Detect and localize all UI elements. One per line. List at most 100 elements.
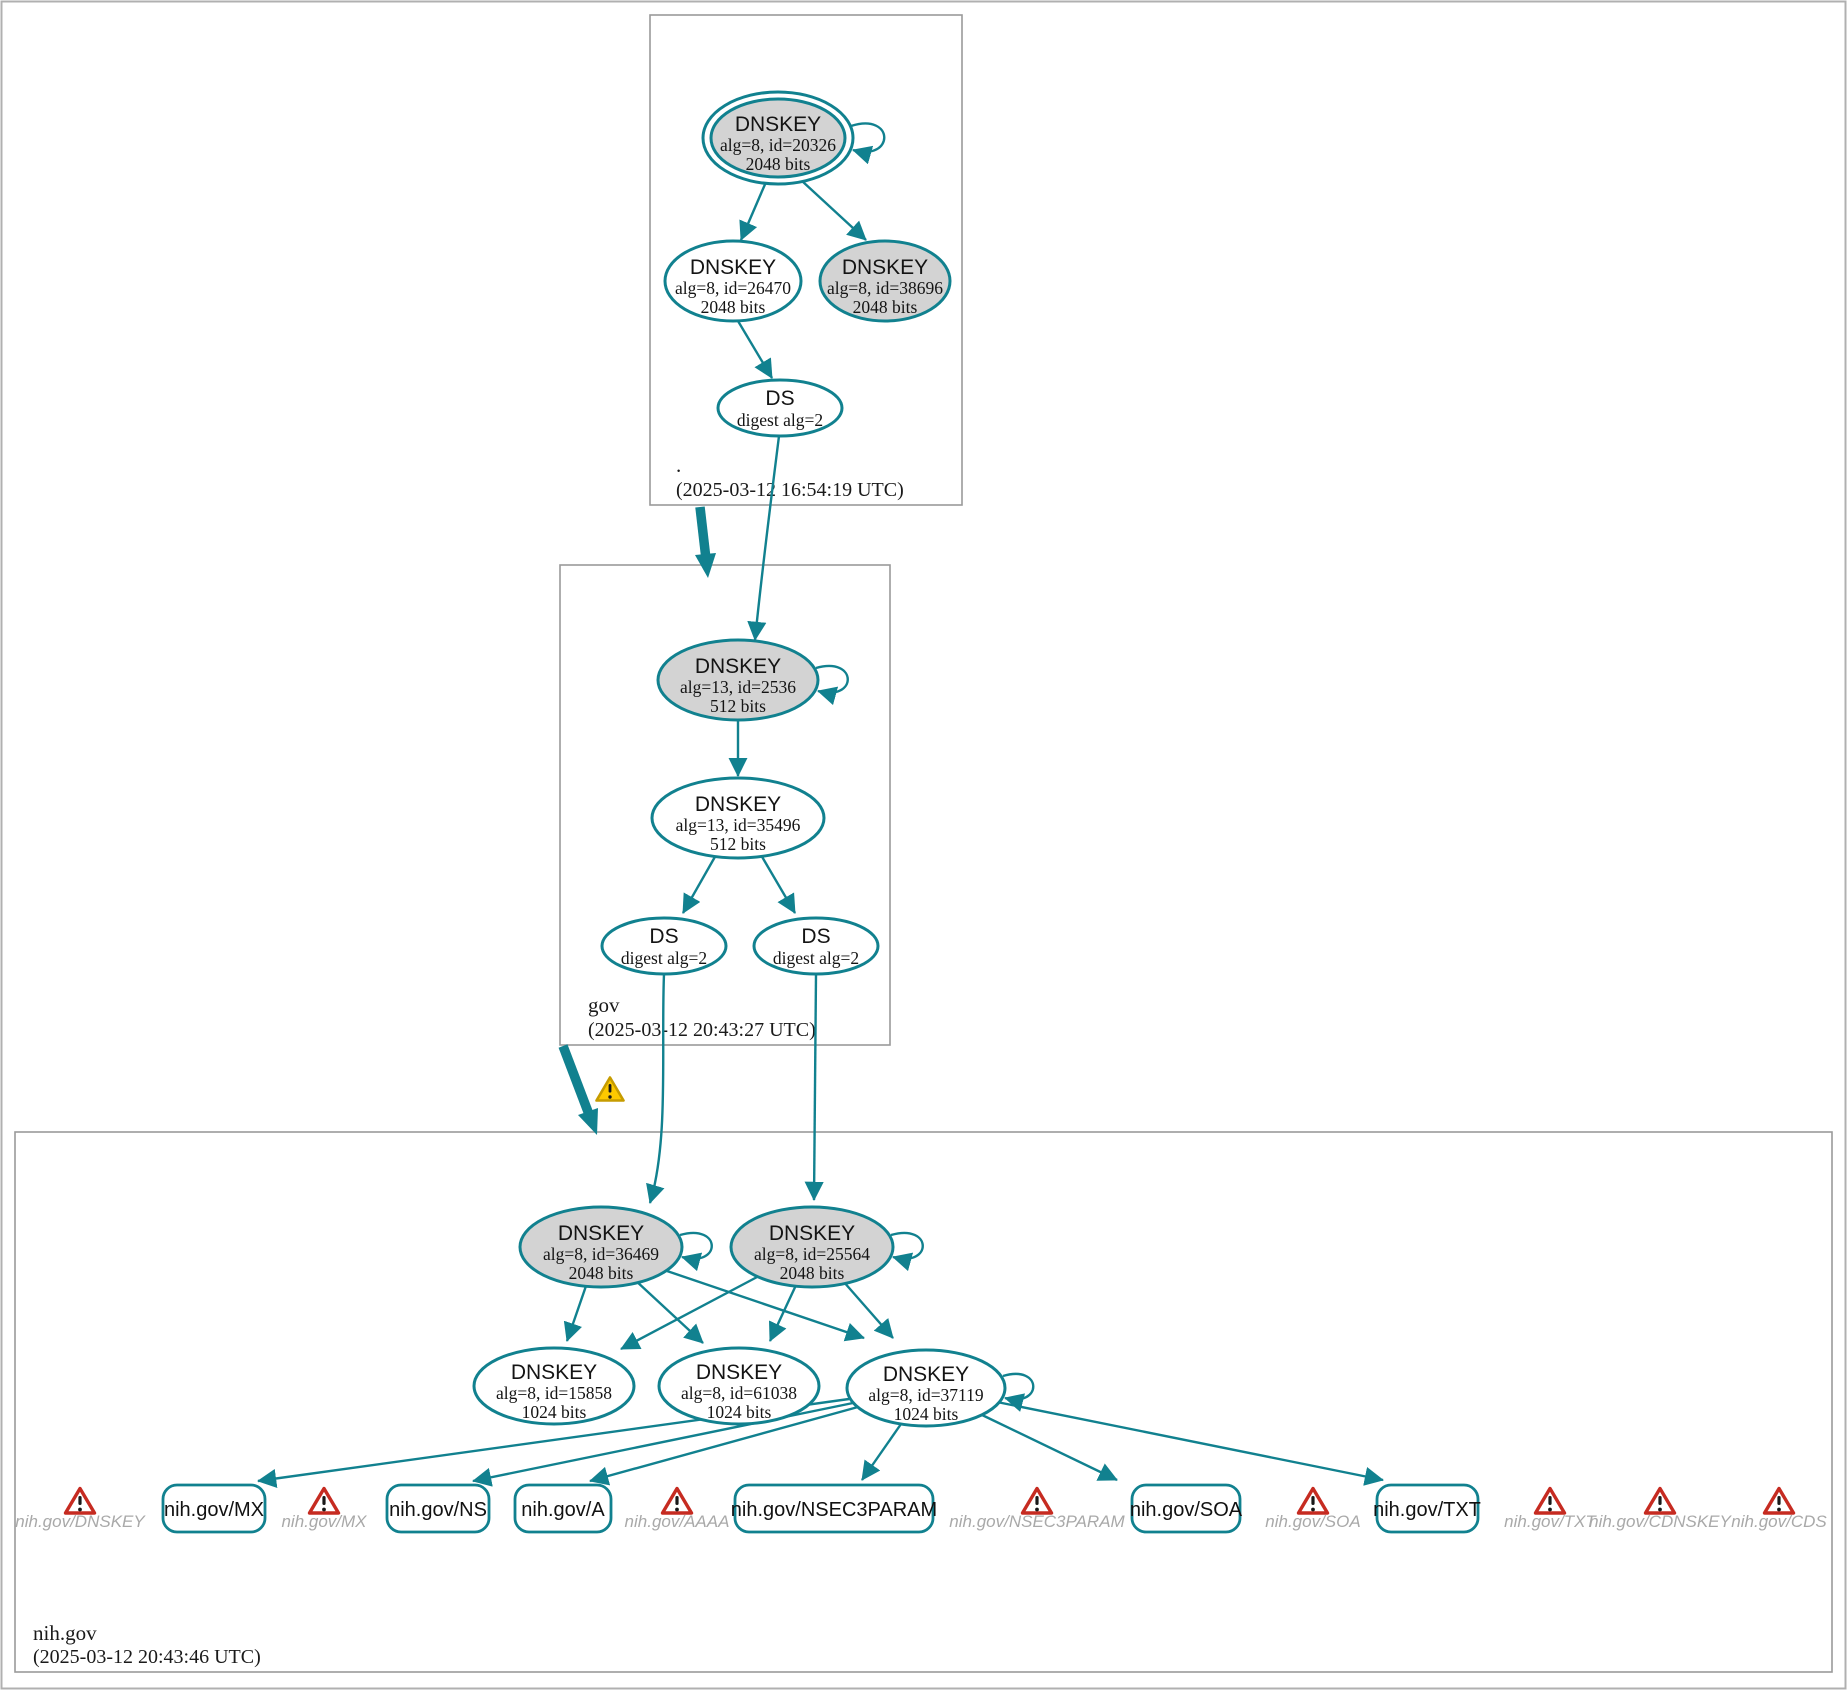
error-label: nih.gov/NSEC3PARAM	[949, 1512, 1125, 1531]
rrset-label: nih.gov/MX	[164, 1499, 264, 1521]
dnskey-node-26470[interactable]: DNSKEY alg=8, id=26470 2048 bits	[663, 239, 803, 323]
warning-exclamation-bar	[1548, 1496, 1552, 1505]
dnskey-ellipse	[818, 239, 952, 323]
warning-exclamation-dot	[1035, 1507, 1039, 1512]
warning-exclamation-dot	[1548, 1507, 1552, 1512]
rrset-node-txt[interactable]: nih.gov/TXT	[1373, 1483, 1481, 1534]
error-node-aaaa[interactable]: nih.gov/AAAA	[625, 1486, 730, 1532]
edge-root-ksk-to-ksk2	[801, 180, 867, 241]
dnskey-node-61038[interactable]: DNSKEY alg=8, id=61038 1024 bits	[657, 1346, 821, 1426]
selfloop-nih-ksk2	[890, 1231, 924, 1272]
zone-label-gov: gov	[588, 993, 620, 1017]
error-node-soa[interactable]: nih.gov/SOA	[1265, 1486, 1361, 1532]
warning-exclamation-dot	[1311, 1507, 1315, 1512]
edge-nih-zsk3-to-txt	[996, 1400, 1384, 1486]
warning-exclamation-bar	[608, 1084, 612, 1093]
dnskey-node-36469[interactable]: DNSKEY alg=8, id=36469 2048 bits	[518, 1205, 684, 1289]
edge-nih-zsk3-to-a	[589, 1405, 859, 1486]
warning-exclamation-dot	[322, 1507, 326, 1512]
node-title: DNSKEY	[696, 1361, 782, 1384]
node-detail: 2048 bits	[746, 154, 811, 174]
edge-nih-zsk3-to-nsec3param	[861, 1423, 902, 1481]
error-label: nih.gov/CDNSKEY	[1589, 1512, 1732, 1531]
ds-node-gov-2[interactable]: DS digest alg=2	[752, 916, 880, 976]
error-node-txt[interactable]: nih.gov/TXT	[1504, 1486, 1597, 1532]
node-detail: digest alg=2	[773, 948, 859, 968]
rrset-rect	[1375, 1483, 1480, 1534]
node-title: DNSKEY	[511, 1361, 597, 1384]
warning-exclamation-bar	[1777, 1496, 1781, 1505]
node-detail: alg=8, id=36469	[543, 1244, 659, 1264]
rrset-rect	[161, 1483, 267, 1534]
node-detail: 2048 bits	[701, 297, 766, 317]
dnskey-node-25564[interactable]: DNSKEY alg=8, id=25564 2048 bits	[729, 1205, 895, 1289]
edge-nih-ksk2-to-zsk2	[768, 1282, 799, 1342]
rrset-node-a[interactable]: nih.gov/A	[513, 1483, 613, 1534]
dnskey-node-38696[interactable]: DNSKEY alg=8, id=38696 2048 bits	[818, 239, 952, 323]
warning-exclamation-bar	[675, 1496, 679, 1505]
rrset-node-soa[interactable]: nih.gov/SOA	[1130, 1483, 1243, 1534]
dnskey-node-35496[interactable]: DNSKEY alg=13, id=35496 512 bits	[650, 776, 826, 860]
error-node-dnskey[interactable]: nih.gov/DNSKEY	[15, 1486, 146, 1532]
warning-exclamation-dot	[675, 1507, 679, 1512]
delegation-arrow-gov-to-nih	[558, 1044, 598, 1135]
node-detail: 512 bits	[710, 834, 766, 854]
warning-exclamation-bar	[322, 1496, 326, 1505]
selfloop-nih-zsk3	[1002, 1372, 1035, 1412]
edge-nih-ksk2-to-zsk1	[620, 1274, 760, 1351]
rrset-label: nih.gov/NSEC3PARAM	[731, 1499, 937, 1521]
node-title: DNSKEY	[735, 113, 821, 136]
error-label: nih.gov/DNSKEY	[15, 1512, 146, 1531]
ds-ellipse	[600, 916, 728, 976]
error-label: nih.gov/MX	[281, 1512, 367, 1531]
error-node-mx[interactable]: nih.gov/MX	[281, 1486, 367, 1532]
error-label: nih.gov/SOA	[1265, 1512, 1360, 1531]
warning-exclamation-bar	[78, 1496, 82, 1505]
node-detail: alg=13, id=2536	[680, 677, 796, 697]
node-detail: alg=8, id=26470	[675, 278, 791, 298]
edge-root-ds-to-gov-ksk	[747, 435, 781, 641]
delegation-warning-icon[interactable]	[595, 1076, 625, 1102]
node-detail: alg=13, id=35496	[676, 815, 801, 835]
ds-ellipse	[752, 916, 880, 976]
edge-nih-ksk1-to-zsk1	[563, 1285, 588, 1342]
dnskey-node-2536[interactable]: DNSKEY alg=13, id=2536 512 bits	[656, 638, 820, 722]
warning-exclamation-dot	[1658, 1507, 1662, 1512]
dnskey-node-37119[interactable]: DNSKEY alg=8, id=37119 1024 bits	[845, 1348, 1007, 1428]
zone-label-nih: nih.gov	[33, 1621, 97, 1645]
edge-nih-ksk1-to-zsk3	[663, 1268, 865, 1342]
node-detail: alg=8, id=61038	[681, 1383, 797, 1403]
delegation-arrow-root-to-gov	[695, 506, 716, 578]
node-detail: 1024 bits	[894, 1404, 959, 1424]
rrset-node-ns[interactable]: nih.gov/NS	[385, 1483, 491, 1534]
dnskey-node-15858[interactable]: DNSKEY alg=8, id=15858 1024 bits	[472, 1346, 636, 1426]
edge-gov-zsk-to-ds2	[759, 854, 797, 914]
node-title: DS	[801, 925, 830, 948]
dnskey-ellipse	[472, 1346, 636, 1426]
node-detail: 512 bits	[710, 696, 766, 716]
error-node-nsec3param[interactable]: nih.gov/NSEC3PARAM	[949, 1486, 1126, 1532]
dnskey-ellipse	[657, 1346, 821, 1426]
node-title: DNSKEY	[769, 1222, 855, 1245]
error-node-cds[interactable]: nih.gov/CDS	[1731, 1486, 1827, 1532]
ds-node-root[interactable]: DS digest alg=2	[716, 378, 844, 438]
delegation-arrow-shaft	[695, 506, 711, 560]
error-node-cdnskey[interactable]: nih.gov/CDNSKEY	[1589, 1486, 1733, 1532]
selfloop-gov-ksk	[815, 664, 849, 706]
zone-timestamp-root: (2025-03-12 16:54:19 UTC)	[676, 479, 904, 501]
edge-root-zsk-to-ds	[736, 320, 774, 379]
dnskey-ellipse	[729, 1205, 895, 1289]
node-detail: 2048 bits	[569, 1263, 634, 1283]
delegation-arrowhead	[695, 553, 716, 578]
node-title: DS	[765, 387, 794, 410]
rrset-node-nsec3param[interactable]: nih.gov/NSEC3PARAM	[731, 1483, 937, 1534]
node-title: DNSKEY	[690, 256, 776, 279]
dnskey-ellipse	[845, 1348, 1007, 1428]
edge-gov-ds1-to-nih-ksk1	[646, 973, 666, 1204]
edge-gov-zsk-to-ds1	[681, 854, 718, 914]
ds-node-gov-1[interactable]: DS digest alg=2	[600, 916, 728, 976]
dnskey-node-20326[interactable]: DNSKEY alg=8, id=20326 2048 bits	[701, 90, 855, 186]
rrset-node-mx[interactable]: nih.gov/MX	[161, 1483, 267, 1534]
warning-exclamation-dot	[1777, 1507, 1781, 1512]
dnskey-inner-ellipse	[709, 97, 847, 179]
